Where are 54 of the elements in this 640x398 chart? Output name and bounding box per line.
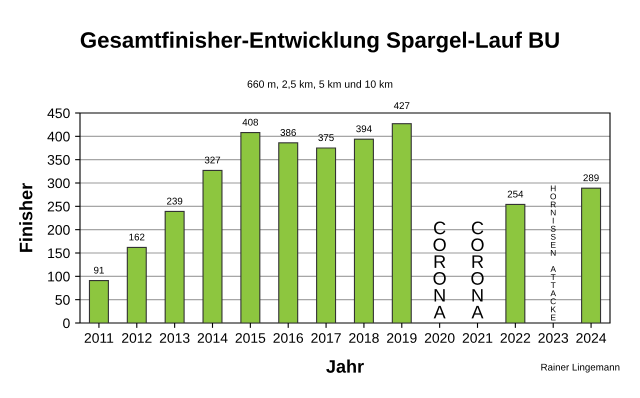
y-tick-label: 300 <box>48 178 70 188</box>
y-tick-label: 200 <box>48 225 70 235</box>
bar <box>354 138 374 323</box>
x-tick-label: 2014 <box>198 333 228 343</box>
x-tick-label: 2022 <box>500 333 530 343</box>
y-tick-label: 350 <box>48 155 70 165</box>
x-tick-label: 2011 <box>84 333 114 343</box>
annotation: CORONA <box>433 222 446 318</box>
data-label: 239 <box>167 198 182 205</box>
y-tick-label: 250 <box>48 202 70 212</box>
bar <box>202 170 223 323</box>
x-tick-label: 2021 <box>462 333 492 343</box>
bar <box>126 246 147 323</box>
bar <box>581 188 602 323</box>
x-tick-label: 2023 <box>538 333 568 343</box>
bar <box>392 123 412 323</box>
bar <box>278 142 298 323</box>
data-label: 427 <box>394 102 410 109</box>
data-label: 375 <box>318 134 334 142</box>
x-tick-label: 2024 <box>576 333 606 343</box>
chart-subtitle: 660 m, 2,5 km, 5 km und 10 km <box>248 80 392 90</box>
data-label: 394 <box>356 125 372 132</box>
y-tick-label: 50 <box>55 295 70 305</box>
y-tick-label: 150 <box>48 248 70 258</box>
data-label: 408 <box>242 118 258 126</box>
x-tick-label: 2019 <box>387 333 417 343</box>
annotation: CORONA <box>471 222 484 318</box>
text: Rainer Lingemann <box>541 363 620 373</box>
text: HORNISSEN ATTACKE <box>550 185 556 320</box>
x-tick-label: 2013 <box>160 333 190 343</box>
x-tick-label: 2015 <box>236 333 266 343</box>
x-tick-label: 2017 <box>311 333 341 343</box>
data-label: 327 <box>204 156 220 164</box>
y-tick-label: 0 <box>63 318 70 328</box>
data-label: 386 <box>280 129 296 136</box>
y-axis-title: Finisher <box>19 183 32 252</box>
bar <box>316 147 336 323</box>
y-tick-label: 400 <box>47 132 70 142</box>
data-label: 254 <box>508 190 524 198</box>
bar <box>505 204 526 323</box>
data-label: 91 <box>94 266 104 274</box>
x-tick-label: 2018 <box>349 333 379 343</box>
x-tick-label: 2020 <box>424 333 455 343</box>
y-tick-label: 100 <box>48 272 70 282</box>
data-label: 162 <box>129 234 144 240</box>
data-label: 289 <box>583 174 599 182</box>
x-axis-title: Jahr <box>326 360 364 373</box>
bar <box>88 280 109 323</box>
x-tick-label: 2012 <box>122 333 152 343</box>
chart-title: Gesamtfinisher-Entwicklung Spargel-Lauf BU <box>80 32 559 52</box>
bar <box>240 132 260 323</box>
x-tick-label: 2016 <box>273 333 304 343</box>
bar <box>164 210 185 323</box>
y-tick-label: 450 <box>47 108 70 118</box>
